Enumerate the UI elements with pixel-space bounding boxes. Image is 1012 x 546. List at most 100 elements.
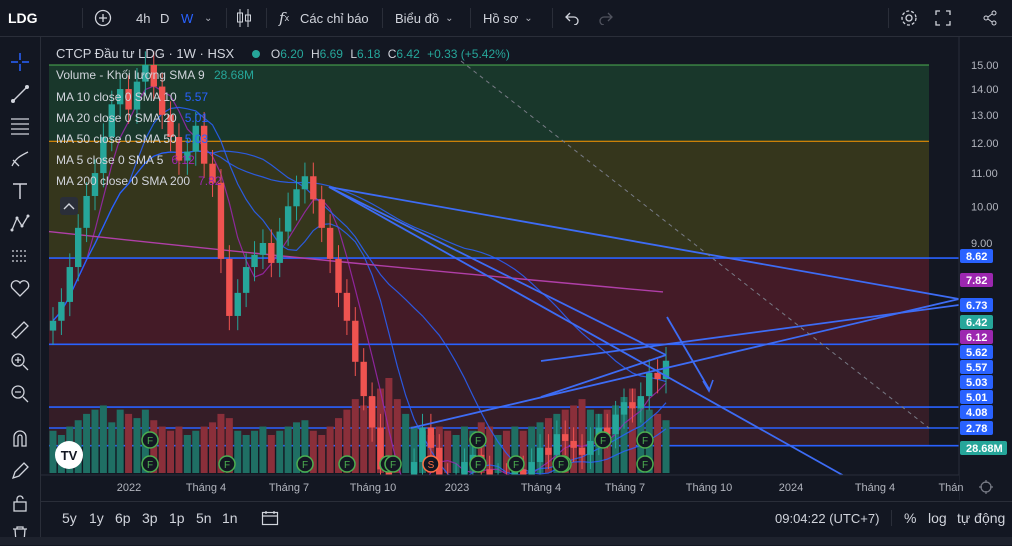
- volume-bar: [234, 430, 242, 473]
- volume-bar: [225, 418, 233, 473]
- volume-bar: [360, 405, 368, 473]
- volume-bar: [351, 399, 359, 473]
- y-tick-label: 13.00: [971, 110, 999, 122]
- interval-d[interactable]: D: [160, 10, 170, 26]
- ruler-icon[interactable]: [8, 318, 32, 342]
- settings-gear-icon[interactable]: [900, 0, 918, 36]
- candle-body: [360, 361, 367, 397]
- scroll-up-button[interactable]: [60, 197, 78, 215]
- range-1p[interactable]: 1p: [169, 510, 185, 526]
- price-label-bg: [960, 345, 993, 359]
- range-3p[interactable]: 3p: [142, 510, 158, 526]
- ma-legend-row[interactable]: MA 10 close 0 SMA 10 5.57: [56, 90, 208, 104]
- high-value: 6.69: [319, 47, 343, 61]
- share-icon[interactable]: [982, 0, 998, 36]
- crosshair-icon[interactable]: [8, 50, 32, 74]
- volume-bar: [662, 420, 670, 473]
- price-label-text: 6.42: [966, 317, 987, 329]
- symbol-search[interactable]: LDG: [8, 10, 38, 26]
- log-toggle[interactable]: log: [928, 510, 947, 526]
- ma-legend-value: 5.01: [184, 111, 209, 125]
- timezone-settings-icon[interactable]: [979, 480, 993, 494]
- fullscreen-icon[interactable]: [935, 0, 951, 36]
- interval-dropdown-chevron-icon[interactable]: ⌄: [204, 12, 213, 24]
- undo-icon[interactable]: [564, 0, 580, 36]
- trend-line-icon[interactable]: [8, 82, 32, 106]
- y-tick-label: 12.00: [971, 138, 999, 150]
- favorites-heart-icon[interactable]: [8, 276, 32, 300]
- candle-body: [83, 195, 90, 228]
- draw-lock-pencil-icon[interactable]: [8, 459, 32, 483]
- toolbar-divider: [226, 8, 227, 28]
- pattern-icon[interactable]: [8, 211, 32, 235]
- range-6p[interactable]: 6p: [115, 510, 131, 526]
- volume-bar: [309, 430, 317, 473]
- candle-body: [91, 173, 99, 196]
- ma-legend-row[interactable]: MA 20 close 0 SMA 20 5.01: [56, 111, 208, 125]
- event-marker: [141, 431, 159, 449]
- ma200-line: [48, 230, 664, 293]
- event-marker-label: F: [600, 436, 606, 447]
- range-5n[interactable]: 5n: [196, 510, 212, 526]
- price-label-text: 5.01: [966, 392, 987, 404]
- interval-w[interactable]: W: [181, 10, 194, 26]
- clock[interactable]: 09:04:22 (UTC+7): [775, 510, 880, 526]
- interval-4h[interactable]: 4h: [136, 10, 151, 26]
- event-marker: [218, 455, 236, 473]
- toolbar-divider: [552, 8, 553, 28]
- candle-body: [427, 427, 435, 448]
- profile-menu[interactable]: Hồ sơ ⌄: [483, 0, 533, 36]
- legend-title[interactable]: CTCP Đầu tư LDG · 1W · HSX: [56, 46, 235, 61]
- x-tick-label: 2023: [445, 482, 469, 494]
- candle-body: [200, 125, 208, 164]
- percent-toggle[interactable]: %: [904, 510, 917, 526]
- range-5y[interactable]: 5y: [62, 510, 77, 526]
- bottom-strip: [0, 537, 1012, 545]
- candle-body: [604, 427, 611, 435]
- magnet-icon[interactable]: [8, 427, 32, 451]
- range-1y[interactable]: 1y: [89, 510, 104, 526]
- event-marker-label: F: [147, 436, 153, 447]
- toolbar-divider: [888, 8, 889, 28]
- x-tick-label: Tháng 10: [686, 482, 732, 494]
- range-1n[interactable]: 1n: [222, 510, 238, 526]
- auto-scale-toggle[interactable]: tự động: [957, 510, 1006, 526]
- trend-line: [540, 304, 960, 362]
- event-marker-label: F: [475, 436, 481, 447]
- legend-volume-row[interactable]: Volume - Khối lượng SMA 9 28.68M: [56, 68, 254, 82]
- text-tool-icon[interactable]: [8, 179, 32, 203]
- low-value: 6.18: [357, 47, 381, 61]
- volume-label: Volume - Khối lượng SMA 9: [56, 68, 205, 82]
- time-axis[interactable]: [41, 475, 959, 500]
- volume-bar: [91, 409, 99, 473]
- chart-layout-menu[interactable]: Biểu đồ ⌄: [395, 0, 453, 36]
- candle-body: [217, 182, 225, 259]
- lock-icon[interactable]: [8, 491, 32, 515]
- volume-bar: [486, 426, 494, 473]
- candles-icon[interactable]: [236, 0, 252, 36]
- price-chart[interactable]: FFFFFFFFSFFFFFFF 15.0014.0013.0012.0011.…: [41, 37, 1012, 500]
- zoom-out-icon[interactable]: [8, 382, 32, 406]
- ma-legend-value: 5.03: [184, 132, 209, 146]
- go-to-date-calendar-icon[interactable]: [261, 502, 279, 534]
- compare-add-icon[interactable]: [94, 0, 112, 36]
- candle-body: [284, 206, 292, 232]
- candle-body: [461, 462, 468, 477]
- fib-retracement-icon[interactable]: [8, 114, 32, 138]
- volume-bar: [654, 413, 662, 473]
- ma-legend-row[interactable]: MA 200 close 0 SMA 200 7.82: [56, 174, 221, 188]
- x-tick-label: Tháng 4: [855, 482, 895, 494]
- ma-legend-row[interactable]: MA 5 close 0 SMA 5 6.12: [56, 153, 195, 167]
- zoom-in-icon[interactable]: [8, 350, 32, 374]
- volume-bar: [318, 435, 326, 473]
- brush-icon[interactable]: [8, 147, 32, 171]
- bottom-toolbar: 5y 1y 6p 3p 1p 5n 1n 09:04:22 (UTC+7) % log tự…: [41, 501, 1012, 534]
- redo-icon[interactable]: [598, 0, 614, 36]
- event-marker: [469, 455, 487, 473]
- indicators-button[interactable]: Các chỉ báo: [300, 10, 369, 26]
- prediction-icon[interactable]: [8, 244, 32, 268]
- volume-bar: [116, 409, 124, 473]
- candle-body: [209, 163, 216, 183]
- ma-legend-row[interactable]: MA 50 close 0 SMA 50 5.03: [56, 132, 208, 146]
